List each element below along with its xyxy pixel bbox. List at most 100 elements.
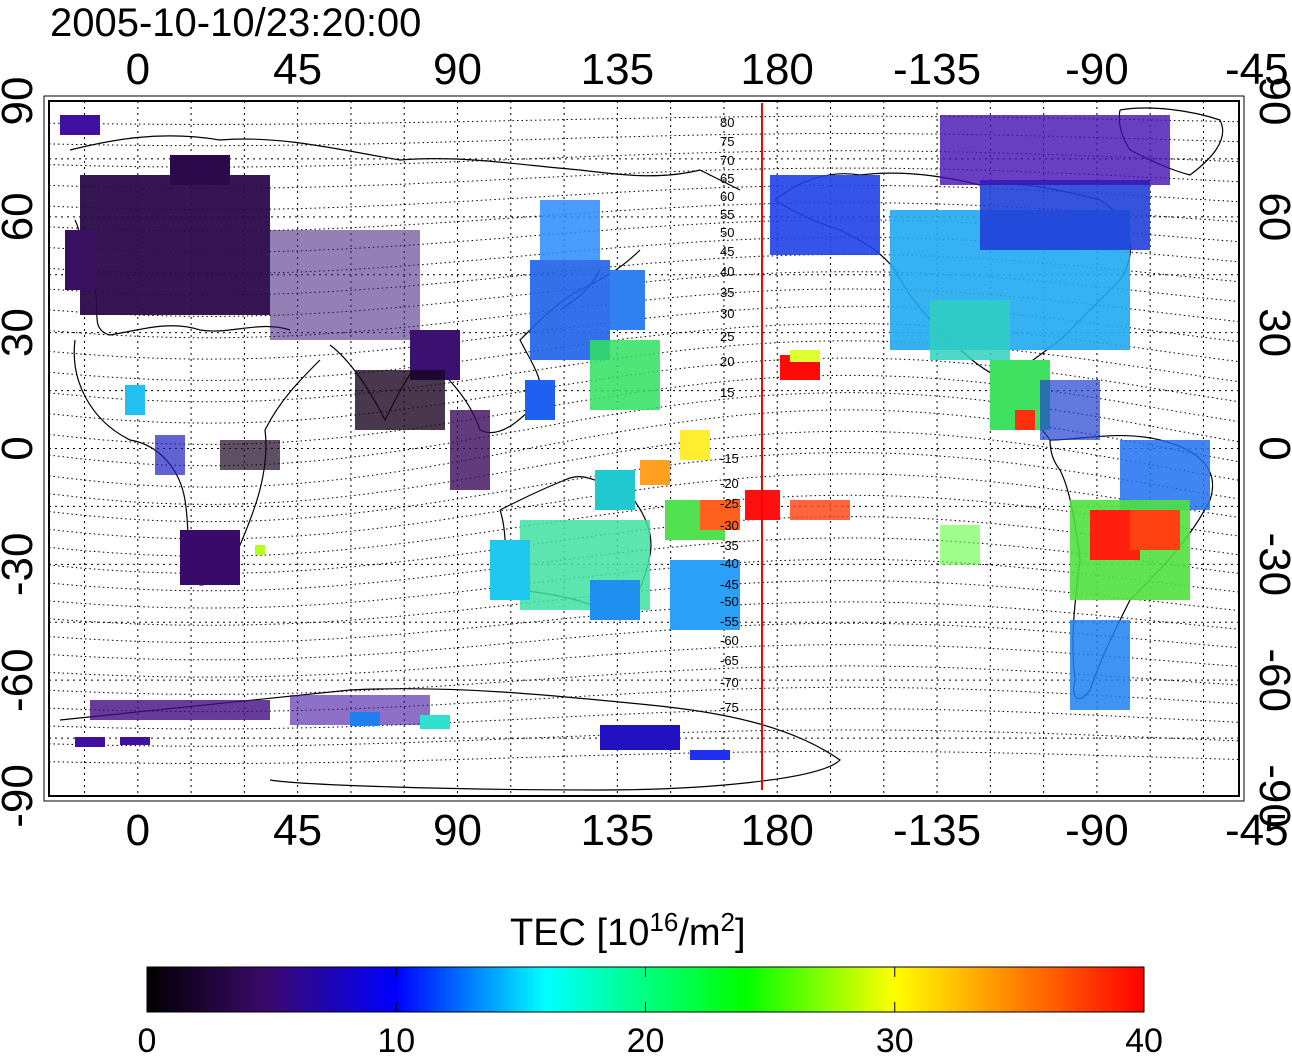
top-lon-tick: 45 [273, 45, 322, 94]
mlat-contour [49, 537, 1239, 592]
mlat-label: -55 [720, 614, 739, 629]
right-lat-tick: 0 [1250, 436, 1292, 460]
left-lat-tick: 60 [0, 192, 42, 241]
mlat-contour [49, 622, 1239, 661]
mlat-label: 45 [720, 244, 734, 259]
tec-patch-europe [80, 175, 270, 315]
mlat-label: -25 [720, 496, 739, 511]
colorbar-tick-label: 20 [627, 1022, 665, 1057]
mlat-label: 25 [720, 329, 734, 344]
top-lon-tick: 180 [740, 45, 813, 94]
mlat-contour [49, 340, 1239, 403]
top-lon-tick: -45 [1225, 45, 1289, 94]
mlat-label: -75 [720, 700, 739, 715]
mlat-label: 60 [720, 189, 734, 204]
colorbar-tick-label: 0 [138, 1022, 157, 1057]
mlat-contour [49, 271, 1239, 317]
colorbar-tick-label: 40 [1125, 1022, 1163, 1057]
mlat-contour [49, 288, 1239, 339]
right-lat-tick: 90 [1250, 77, 1292, 126]
mlat-contour [49, 115, 1239, 125]
mlat-contour [49, 644, 1239, 678]
mlat-label: 35 [720, 285, 734, 300]
right-lat-tick: -90 [1250, 764, 1292, 828]
mlat-label: -60 [720, 633, 739, 648]
tec-patch-arctic [940, 115, 1170, 185]
bottom-lon-tick: -90 [1065, 806, 1129, 855]
mlat-label: 80 [720, 115, 734, 130]
mlat-contour [49, 430, 1239, 505]
left-lat-tick: -90 [0, 764, 42, 828]
mlat-label: 30 [720, 306, 734, 321]
mlat-label: 70 [720, 153, 734, 168]
mlat-label: -40 [720, 556, 739, 571]
left-lat-tick: -30 [0, 533, 42, 597]
bottom-lon-tick: -45 [1225, 806, 1289, 855]
tec-patch-south-africa [180, 530, 240, 585]
colorbar-tick-label: 30 [876, 1022, 914, 1057]
mlat-label: 55 [720, 207, 734, 222]
date-title: 2005-10-10/23:20:00 [50, 1, 421, 45]
mlat-label: -30 [720, 518, 739, 533]
bottom-lon-tick: 45 [273, 806, 322, 855]
mlat-contour [49, 750, 1239, 764]
tec-patch-patagonia [1070, 620, 1130, 710]
mlat-contour [49, 473, 1239, 540]
tec-patch-antarctica [90, 700, 270, 720]
mlat-label: -50 [720, 594, 739, 609]
colorbar-ticks: 0 10 20 30 40 [138, 967, 1163, 1057]
mlat-contour [49, 708, 1239, 730]
bottom-lon-tick: 180 [740, 806, 813, 855]
left-lat-tick: 0 [0, 436, 42, 460]
bottom-lon-tick: 0 [126, 806, 150, 855]
mlat-label: -45 [720, 577, 739, 592]
mlat-contour [49, 133, 1239, 147]
mlat-contour [49, 150, 1239, 168]
colorbar-title: TEC [1016/m2] [510, 907, 746, 954]
mlat-label: 20 [720, 354, 734, 369]
right-lat-tick: -60 [1250, 648, 1292, 712]
left-lat-tick: -60 [0, 648, 42, 712]
mlat-label: 40 [720, 264, 734, 279]
mlat-label: -70 [720, 675, 739, 690]
mlat-contour [49, 494, 1239, 557]
mlat-contour [49, 409, 1239, 488]
mlat-label: -65 [720, 653, 739, 668]
tec-data-layer [60, 115, 1210, 760]
mlat-label: 50 [720, 225, 734, 240]
bottom-lon-tick: -135 [893, 806, 981, 855]
mlat-label: 75 [720, 134, 734, 149]
tec-patch-asia [270, 230, 420, 340]
coast-europe-asia [69, 135, 741, 191]
mlat-contour [49, 601, 1239, 644]
colorbar-tick-label: 10 [377, 1022, 415, 1057]
tec-patch-south-america-north [1120, 440, 1210, 510]
tec-patch-new-zealand [670, 560, 740, 630]
top-lon-tick: 0 [126, 45, 150, 94]
mlat-contour [49, 580, 1239, 626]
top-lon-tick: 135 [581, 45, 654, 94]
right-lat-tick: -30 [1250, 533, 1292, 597]
top-lon-tick: -135 [893, 45, 981, 94]
magnetic-latitude-labels: 80 75 70 65 60 55 50 45 40 35 30 25 20 15 -15 -20 -25 -30… [720, 115, 739, 715]
right-lat-tick: 30 [1250, 308, 1292, 357]
bottom-lon-tick: 135 [581, 806, 654, 855]
left-lat-tick: 30 [0, 308, 42, 357]
left-lat-tick: 90 [0, 77, 42, 126]
bottom-lon-tick: 90 [433, 806, 482, 855]
right-lat-tick: 60 [1250, 192, 1292, 241]
mlat-label: -20 [720, 476, 739, 491]
top-lon-tick: 90 [433, 45, 482, 94]
tec-patch-india [355, 370, 445, 430]
mlat-contour [49, 558, 1239, 609]
tec-patch-alaska [770, 175, 880, 255]
axis-ticks: 0 45 90 135 180 -135 -90 -450 45 90 135 180 -135 -90-… [0, 45, 1292, 855]
mlat-contour [49, 665, 1239, 695]
mlat-contour [49, 516, 1239, 575]
colorbar: TEC [1016/m2] 0 10 20 30 40 [138, 907, 1163, 1057]
mlat-label: 65 [720, 171, 734, 186]
mlat-label: -15 [720, 451, 739, 466]
top-lon-tick: -90 [1065, 45, 1129, 94]
mlat-label: 15 [720, 385, 734, 400]
